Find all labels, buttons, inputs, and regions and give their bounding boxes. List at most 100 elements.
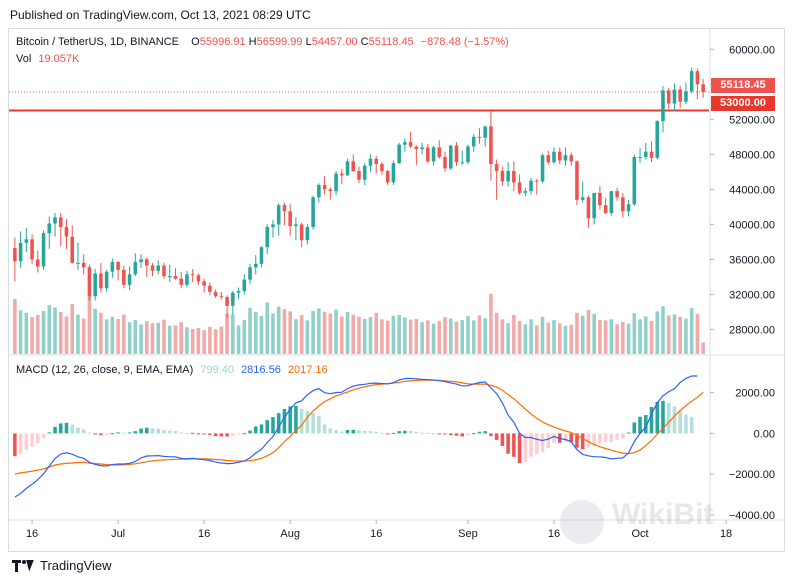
volume-bar <box>684 318 688 354</box>
candle-body <box>70 236 75 263</box>
watermark-icon <box>560 500 604 544</box>
volume-bar <box>196 327 201 354</box>
volume-bar <box>248 307 252 354</box>
volume-bar <box>643 316 648 354</box>
volume-bar <box>334 309 338 354</box>
candle-body <box>311 197 315 228</box>
macd-histogram-bar <box>225 433 229 437</box>
macd-histogram-bar <box>122 432 126 434</box>
candle-body <box>167 276 172 278</box>
price-legend: Bitcoin / TetherUS, 1D, BINANCE O55996.9… <box>16 36 509 48</box>
macd-axis-label: 2000.00 <box>735 388 775 400</box>
footer-brand-label[interactable]: TradingView <box>40 558 112 573</box>
macd-histogram-bar <box>643 415 648 434</box>
volume-bar <box>615 324 619 354</box>
macd-histogram-bar <box>529 433 533 457</box>
macd-histogram-bar <box>110 433 115 435</box>
candle-body <box>598 192 602 206</box>
volume-bar <box>454 321 459 354</box>
volume-bar <box>99 312 103 354</box>
candle-body <box>615 191 619 198</box>
macd-histogram-bar <box>523 433 528 462</box>
macd-histogram-bar <box>139 428 143 434</box>
price-axis-label: 44000.00 <box>729 184 775 196</box>
candle-body <box>231 292 235 306</box>
volume-bar <box>569 324 573 354</box>
candle-body <box>190 274 195 276</box>
macd-legend: MACD (12, 26, close, 9, EMA, EMA) 799.40… <box>16 364 328 376</box>
time-axis-label: 16 <box>548 528 560 540</box>
candle-body <box>368 158 373 166</box>
macd-histogram-bar <box>294 405 298 434</box>
price-axis-label: 48000.00 <box>729 149 775 161</box>
volume-bar <box>563 325 568 354</box>
volume-bar <box>471 320 476 354</box>
volume-bar <box>294 319 298 354</box>
publish-header: Published on TradingView.com, Oct 13, 20… <box>10 8 311 22</box>
volume-bar <box>632 313 637 354</box>
candle-body <box>638 156 642 158</box>
macd-histogram-bar <box>431 433 436 435</box>
volume-bar <box>403 317 407 354</box>
candle-body <box>93 273 97 297</box>
volume-bar <box>219 326 224 354</box>
candle-body <box>500 170 505 182</box>
macd-axis-label: 0.00 <box>754 428 775 440</box>
candle-body <box>104 271 109 289</box>
macd-histogram-bar <box>305 411 310 434</box>
macd-histogram-bar <box>276 413 281 434</box>
macd-histogram-bar <box>317 416 321 434</box>
macd-histogram-bar <box>311 413 315 434</box>
macd-histogram-bar <box>397 431 401 434</box>
low-label: L <box>305 36 312 48</box>
macd-histogram-bar <box>649 406 654 434</box>
volume-bar <box>523 324 528 354</box>
macd-histogram-bar <box>93 433 97 435</box>
volume-value: 19.057K <box>38 53 80 65</box>
volume-bar <box>374 312 378 354</box>
candle-body <box>546 155 551 163</box>
macd-histogram-bar <box>334 429 338 434</box>
candle-body <box>448 145 453 169</box>
price-axis-label: 28000.00 <box>729 324 775 336</box>
macd-histogram-bar <box>265 420 270 434</box>
volume-bar <box>41 310 46 354</box>
candle-body <box>517 182 522 193</box>
macd-histogram-bar <box>213 433 218 437</box>
candle-body <box>64 227 69 237</box>
macd-histogram-bar <box>569 433 573 443</box>
last-price-tag: 55118.45 <box>711 78 775 93</box>
candle-body <box>603 205 608 214</box>
candle-body <box>317 184 321 198</box>
candle-body <box>466 146 470 163</box>
candle-body <box>512 170 516 183</box>
candle-body <box>666 90 671 104</box>
macd-histogram-bar <box>609 433 614 443</box>
candle-body <box>460 162 465 164</box>
candle-body <box>185 274 189 285</box>
macd-histogram-bar <box>391 433 396 435</box>
macd-histogram-bar <box>288 406 292 434</box>
candle-body <box>649 151 654 158</box>
volume-bar <box>305 320 310 354</box>
macd-histogram-bar <box>437 433 442 435</box>
volume-bar <box>253 312 258 354</box>
macd-histogram-bar <box>638 416 642 434</box>
volume-bar <box>236 325 241 354</box>
volume-bar <box>322 311 327 354</box>
macd-histogram-bar <box>385 433 390 435</box>
candle-body <box>494 163 499 171</box>
candle-body <box>483 126 487 138</box>
volume-bar <box>47 305 52 354</box>
volume-bar <box>477 315 482 354</box>
volume-bar <box>110 316 115 354</box>
macd-histogram-bar <box>546 433 551 448</box>
candle-body <box>672 89 677 104</box>
macd-histogram-bar <box>76 427 80 434</box>
macd-label: MACD (12, 26, close, 9, EMA, EMA) <box>16 364 194 376</box>
candle-body <box>420 147 424 150</box>
candle-body <box>643 151 648 157</box>
candle-body <box>236 290 241 293</box>
tradingview-logo-icon <box>12 559 34 572</box>
